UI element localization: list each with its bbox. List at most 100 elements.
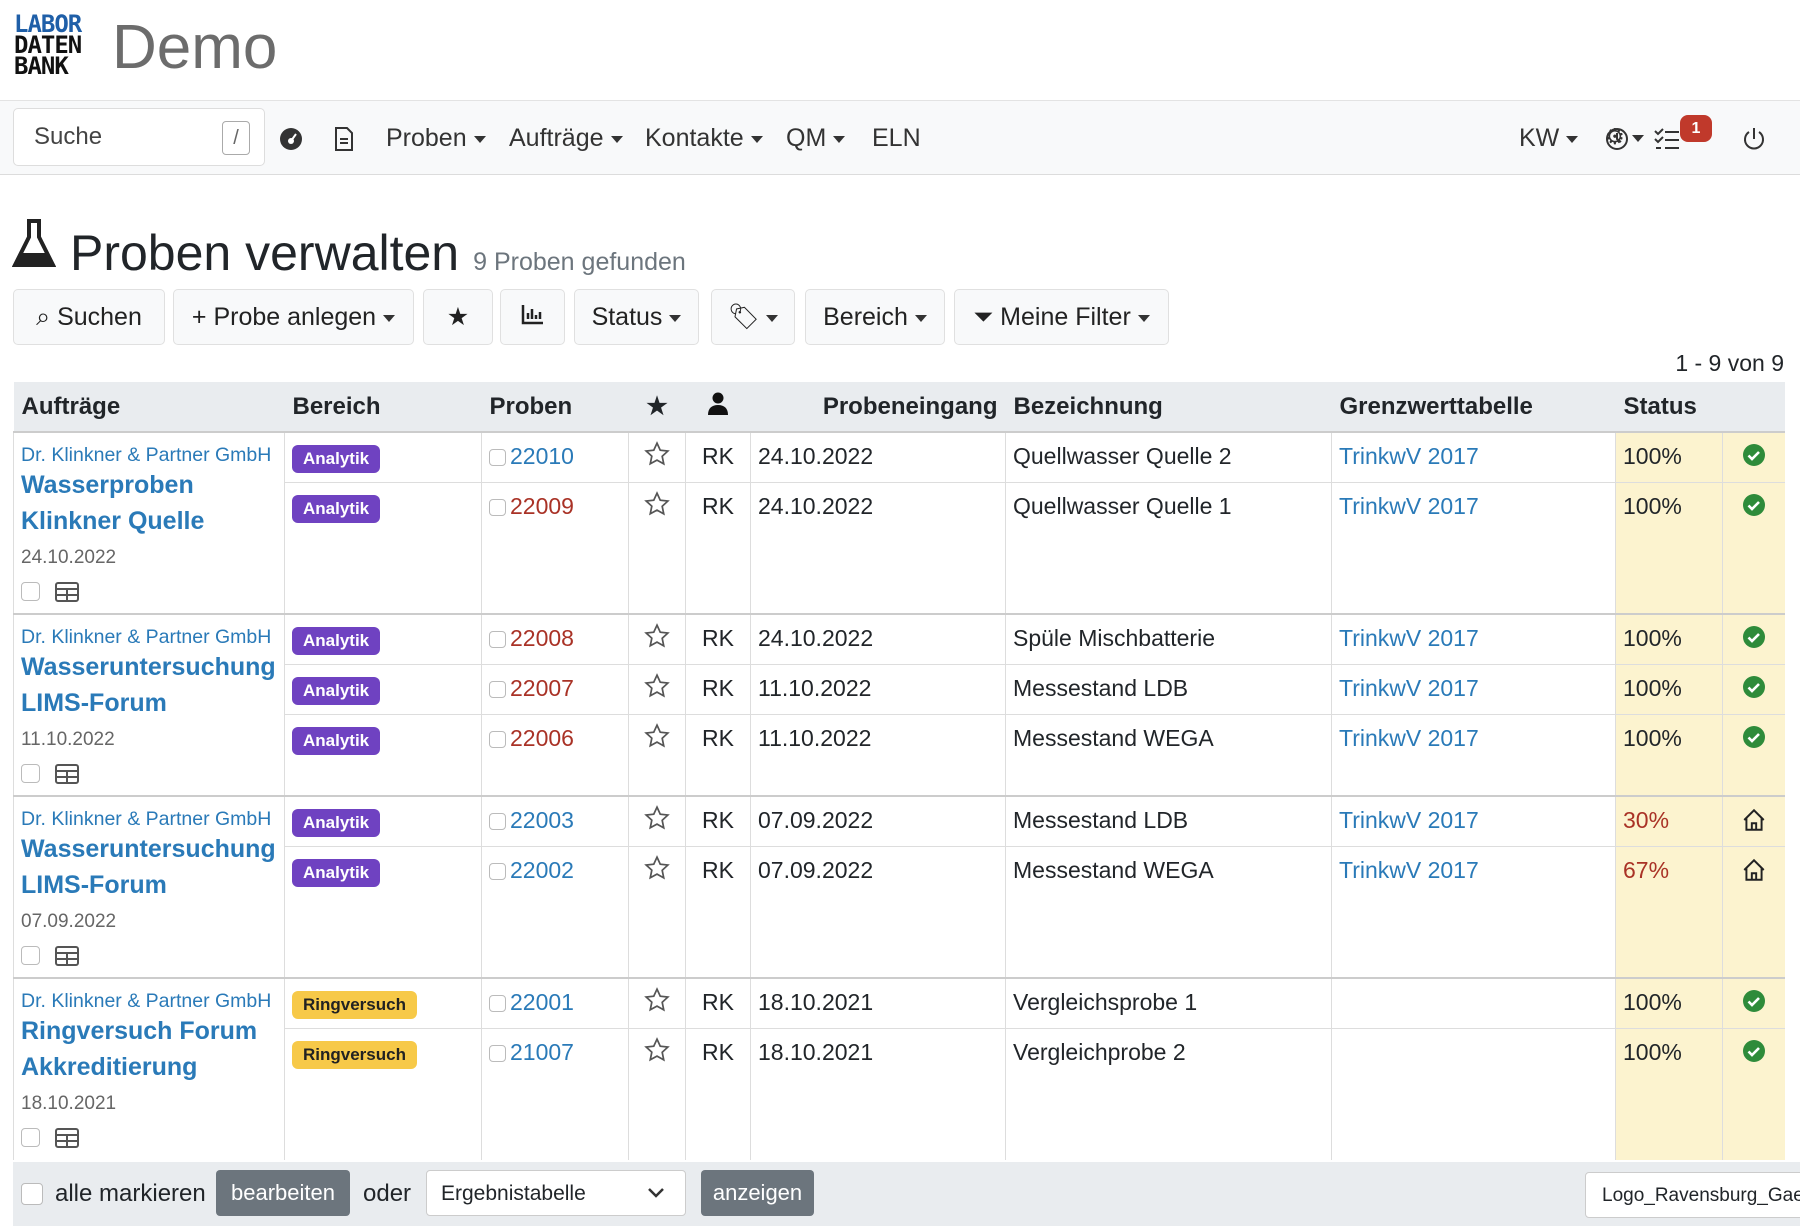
sample-checkbox[interactable] <box>489 813 506 831</box>
area-badge: Analytik <box>292 494 381 523</box>
star-icon[interactable] <box>644 987 670 1013</box>
order-client[interactable]: Dr. Klinkner & Partner GmbH <box>21 444 272 466</box>
order-name[interactable]: Wasserproben Klinkner Quelle <box>21 471 205 535</box>
limits-cell[interactable]: TrinkwV 2017 <box>1331 481 1616 614</box>
order-actions <box>21 1123 277 1150</box>
home-icon <box>1743 808 1765 831</box>
label-cell: Quellwasser Quelle 1 <box>1005 481 1332 614</box>
order-client[interactable]: Dr. Klinkner & Partner GmbH <box>21 626 272 648</box>
tasks-icon[interactable] <box>1653 126 1681 152</box>
order-checkbox[interactable] <box>21 582 40 602</box>
sample-checkbox[interactable] <box>489 995 506 1013</box>
limits-cell[interactable]: TrinkwV 2017 <box>1331 663 1616 714</box>
sample-checkbox[interactable] <box>489 680 506 698</box>
label-cell: Messestand LDB <box>1005 795 1332 846</box>
page-heading: Proben verwalten 9 Proben gefunden <box>12 218 686 282</box>
limits-cell[interactable] <box>1331 1027 1616 1160</box>
sample-checkbox[interactable] <box>489 862 506 880</box>
sample-link[interactable]: 22008 <box>510 625 574 651</box>
sample-link[interactable]: 22010 <box>510 443 574 469</box>
view-select[interactable]: Ergebnistabelle <box>426 1170 686 1216</box>
order-name[interactable]: Wasseruntersuchung LIMS-Forum <box>21 653 276 717</box>
star-icon[interactable] <box>644 490 670 517</box>
document-icon[interactable] <box>333 126 355 152</box>
user-menu[interactable]: KW <box>1519 101 1578 176</box>
star-icon[interactable] <box>644 854 670 881</box>
nav-menu[interactable]: QM <box>786 101 845 176</box>
star-icon[interactable] <box>644 623 670 649</box>
limits-cell[interactable]: TrinkwV 2017 <box>1331 795 1616 846</box>
history-icon[interactable] <box>1604 126 1630 152</box>
sample-checkbox[interactable] <box>489 1044 506 1062</box>
nav-menu[interactable]: Kontakte <box>645 101 763 176</box>
area-badge: Analytik <box>292 858 381 887</box>
star-icon[interactable] <box>644 672 670 699</box>
order-client[interactable]: Dr. Klinkner & Partner GmbH <box>21 990 272 1012</box>
status-button[interactable]: Status <box>574 289 699 345</box>
order-checkbox[interactable] <box>21 764 40 784</box>
limits-cell[interactable]: TrinkwV 2017 <box>1331 713 1616 796</box>
favorites-button[interactable]: ★ <box>423 289 493 345</box>
logo[interactable]: LABOR DATEN BANK <box>14 12 82 78</box>
nav-menu[interactable]: Proben <box>386 101 486 176</box>
limits-cell[interactable]: TrinkwV 2017 <box>1331 431 1616 482</box>
user-cell: RK <box>685 845 751 978</box>
star-icon[interactable] <box>644 722 670 749</box>
star-icon[interactable] <box>644 1036 670 1063</box>
sample-row: Analytik 22002 RK 07.09.2022 Messestand WEGA… <box>14 845 1785 978</box>
sample-link[interactable]: 22006 <box>510 724 574 751</box>
status-cell: 67% <box>1615 845 1723 978</box>
tags-button[interactable]: 🏷 <box>711 289 795 345</box>
label-cell: Vergleichsprobe 1 <box>1005 977 1332 1028</box>
limits-cell[interactable]: TrinkwV 2017 <box>1331 613 1616 664</box>
sample-checkbox[interactable] <box>489 730 506 748</box>
sample-link[interactable]: 22007 <box>510 674 574 701</box>
filter-button[interactable]: ⏷ Meine Filter <box>954 289 1169 345</box>
logout-icon[interactable] <box>1741 126 1767 152</box>
received-cell: 07.09.2022 <box>750 845 1006 978</box>
sample-checkbox[interactable] <box>489 449 506 467</box>
sample-row: Dr. Klinkner & Partner GmbH Wasseruntersu… <box>13 613 1785 796</box>
user-icon <box>708 392 728 415</box>
dashboard-icon[interactable] <box>278 126 304 152</box>
star-icon[interactable] <box>644 441 670 467</box>
create-button[interactable]: + Probe anlegen <box>173 289 414 345</box>
sample-link[interactable]: 22002 <box>510 856 574 883</box>
area-badge: Analytik <box>292 445 381 473</box>
nav-link[interactable]: ELN <box>872 124 921 152</box>
search-box[interactable]: Suche / <box>13 108 265 166</box>
table-icon[interactable] <box>54 581 80 603</box>
order-client[interactable]: Dr. Klinkner & Partner GmbH <box>21 808 272 830</box>
area-button[interactable]: Bereich <box>805 289 945 345</box>
order-name[interactable]: Ringversuch Forum Akkreditierung <box>21 1017 258 1081</box>
task-badge: 1 <box>1680 115 1712 142</box>
star-icon[interactable] <box>644 805 670 831</box>
table-icon[interactable] <box>54 945 80 967</box>
sample-link[interactable]: 21007 <box>510 1038 574 1065</box>
limits-cell[interactable] <box>1331 977 1616 1028</box>
table-icon[interactable] <box>54 1127 80 1149</box>
sample-checkbox[interactable] <box>489 631 506 649</box>
order-checkbox[interactable] <box>21 1128 40 1148</box>
sample-checkbox[interactable] <box>489 498 506 516</box>
edit-button[interactable]: bearbeiten <box>216 1170 350 1216</box>
area-cell: Ringversuch <box>284 977 482 1028</box>
table-icon[interactable] <box>54 763 80 785</box>
favorite-cell <box>628 713 686 796</box>
user-cell: RK <box>685 795 751 846</box>
sample-link[interactable]: 22003 <box>510 807 574 833</box>
nav-menu[interactable]: Aufträge <box>509 101 623 176</box>
favorite-cell <box>628 977 686 1028</box>
show-button[interactable]: anzeigen <box>701 1170 814 1216</box>
limits-cell[interactable]: TrinkwV 2017 <box>1331 845 1616 978</box>
status-icon-cell <box>1722 1027 1785 1160</box>
sample-link[interactable]: 22009 <box>510 492 574 519</box>
sample-link[interactable]: 22001 <box>510 989 574 1015</box>
button-label: Meine Filter <box>1000 303 1131 331</box>
chart-button[interactable] <box>500 289 565 345</box>
sample-cell: 22007 <box>481 663 629 714</box>
order-checkbox[interactable] <box>21 946 40 966</box>
search-button[interactable]: ⌕ Suchen <box>13 289 165 345</box>
select-all-checkbox[interactable] <box>21 1183 43 1205</box>
order-name[interactable]: Wasseruntersuchung LIMS-Forum <box>21 835 276 899</box>
